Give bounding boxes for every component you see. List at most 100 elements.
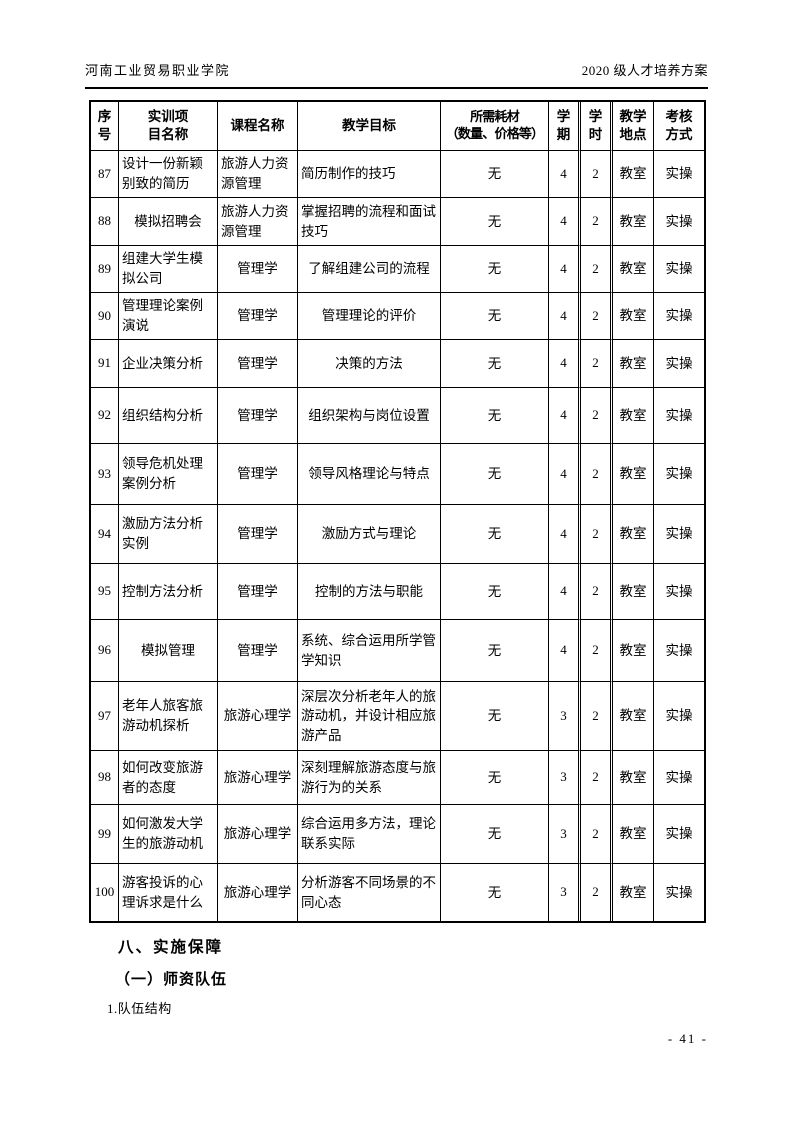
table-row: 87 设计一份新颖别致的简历 旅游人力资源管理 简历制作的技巧 无 4 2 教室… <box>91 151 704 198</box>
header-divider <box>85 87 708 89</box>
cell-assessment: 实操 <box>654 388 704 444</box>
cell-no: 92 <box>91 388 119 444</box>
cell-goal: 了解组建公司的流程 <box>298 246 441 293</box>
page-number: - 41 - <box>667 1031 708 1046</box>
cell-semester: 4 <box>549 293 581 340</box>
table-row: 94 激励方法分析实例 管理学 激励方式与理论 无 4 2 教室 实操 <box>91 505 704 564</box>
table-row: 93 领导危机处理案例分析 管理学 领导风格理论与特点 无 4 2 教室 实操 <box>91 444 704 505</box>
cell-project: 设计一份新颖别致的简历 <box>119 151 218 198</box>
cell-assessment: 实操 <box>654 751 704 805</box>
cell-semester: 4 <box>549 388 581 444</box>
header-school-name: 河南工业贸易职业学院 <box>85 63 231 78</box>
cell-assessment: 实操 <box>654 505 704 564</box>
cell-location: 教室 <box>613 293 654 340</box>
cell-no: 87 <box>91 151 119 198</box>
cell-project: 老年人旅客旅游动机探析 <box>119 682 218 751</box>
cell-project: 管理理论案例演说 <box>119 293 218 340</box>
table-row: 90 管理理论案例演说 管理学 管理理论的评价 无 4 2 教室 实操 <box>91 293 704 340</box>
cell-course: 旅游人力资源管理 <box>218 151 298 198</box>
cell-assessment: 实操 <box>654 198 704 246</box>
cell-hours: 2 <box>581 505 613 564</box>
cell-no: 95 <box>91 564 119 620</box>
cell-consumables: 无 <box>441 340 549 388</box>
cell-location: 教室 <box>613 198 654 246</box>
cell-no: 88 <box>91 198 119 246</box>
cell-goal: 深层次分析老年人的旅游动机，并设计相应旅游产品 <box>298 682 441 751</box>
cell-assessment: 实操 <box>654 151 704 198</box>
cell-no: 94 <box>91 505 119 564</box>
cell-assessment: 实操 <box>654 682 704 751</box>
table-row: 92 组织结构分析 管理学 组织架构与岗位设置 无 4 2 教室 实操 <box>91 388 704 444</box>
cell-goal: 系统、综合运用所学管学知识 <box>298 620 441 682</box>
col-header-project: 实训项 目名称 <box>119 102 218 151</box>
col-header-goal: 教学目标 <box>298 102 441 151</box>
cell-semester: 4 <box>549 198 581 246</box>
table-header-row: 序 号 实训项 目名称 课程名称 教学目标 所需耗材 （数量、价格等） 学 期 … <box>91 102 704 151</box>
table-row: 96 模拟管理 管理学 系统、综合运用所学管学知识 无 4 2 教室 实操 <box>91 620 704 682</box>
table-header: 序 号 实训项 目名称 课程名称 教学目标 所需耗材 （数量、价格等） 学 期 … <box>91 102 704 151</box>
table-row: 88 模拟招聘会 旅游人力资源管理 掌握招聘的流程和面试技巧 无 4 2 教室 … <box>91 198 704 246</box>
cell-semester: 3 <box>549 751 581 805</box>
cell-hours: 2 <box>581 388 613 444</box>
cell-project: 组建大学生模拟公司 <box>119 246 218 293</box>
cell-location: 教室 <box>613 564 654 620</box>
cell-no: 91 <box>91 340 119 388</box>
cell-semester: 4 <box>549 340 581 388</box>
cell-consumables: 无 <box>441 751 549 805</box>
cell-course: 管理学 <box>218 505 298 564</box>
cell-course: 旅游人力资源管理 <box>218 198 298 246</box>
table-row: 99 如何激发大学生的旅游动机 旅游心理学 综合运用多方法，理论联系实际 无 3… <box>91 805 704 864</box>
cell-location: 教室 <box>613 444 654 505</box>
cell-no: 89 <box>91 246 119 293</box>
cell-consumables: 无 <box>441 444 549 505</box>
cell-hours: 2 <box>581 293 613 340</box>
cell-project: 模拟招聘会 <box>119 198 218 246</box>
cell-goal: 简历制作的技巧 <box>298 151 441 198</box>
cell-semester: 3 <box>549 864 581 921</box>
list-item-team-structure: 1.队伍结构 <box>107 1001 172 1016</box>
cell-project: 组织结构分析 <box>119 388 218 444</box>
cell-semester: 4 <box>549 444 581 505</box>
cell-no: 100 <box>91 864 119 921</box>
cell-assessment: 实操 <box>654 293 704 340</box>
cell-semester: 4 <box>549 505 581 564</box>
col-header-location: 教学 地点 <box>613 102 654 151</box>
cell-assessment: 实操 <box>654 805 704 864</box>
col-header-no: 序 号 <box>91 102 119 151</box>
cell-assessment: 实操 <box>654 246 704 293</box>
cell-hours: 2 <box>581 805 613 864</box>
cell-course: 管理学 <box>218 444 298 505</box>
page-header: 河南工业贸易职业学院 2020 级人才培养方案 <box>85 63 708 79</box>
cell-location: 教室 <box>613 864 654 921</box>
cell-hours: 2 <box>581 198 613 246</box>
cell-location: 教室 <box>613 246 654 293</box>
cell-consumables: 无 <box>441 505 549 564</box>
cell-course: 管理学 <box>218 340 298 388</box>
cell-course: 管理学 <box>218 388 298 444</box>
cell-semester: 4 <box>549 620 581 682</box>
cell-location: 教室 <box>613 388 654 444</box>
cell-location: 教室 <box>613 340 654 388</box>
table-body: 87 设计一份新颖别致的简历 旅游人力资源管理 简历制作的技巧 无 4 2 教室… <box>91 151 704 921</box>
cell-no: 90 <box>91 293 119 340</box>
cell-no: 99 <box>91 805 119 864</box>
cell-semester: 3 <box>549 805 581 864</box>
cell-goal: 分析游客不同场景的不同心态 <box>298 864 441 921</box>
col-header-consumables: 所需耗材 （数量、价格等） <box>441 102 549 151</box>
cell-hours: 2 <box>581 751 613 805</box>
cell-consumables: 无 <box>441 388 549 444</box>
cell-hours: 2 <box>581 246 613 293</box>
cell-assessment: 实操 <box>654 340 704 388</box>
section-heading-faculty: （一）师资队伍 <box>115 971 228 988</box>
cell-project: 如何改变旅游者的态度 <box>119 751 218 805</box>
cell-location: 教室 <box>613 620 654 682</box>
cell-hours: 2 <box>581 444 613 505</box>
cell-course: 管理学 <box>218 620 298 682</box>
cell-goal: 决策的方法 <box>298 340 441 388</box>
cell-course: 管理学 <box>218 564 298 620</box>
cell-location: 教室 <box>613 751 654 805</box>
cell-consumables: 无 <box>441 620 549 682</box>
cell-consumables: 无 <box>441 198 549 246</box>
cell-course: 旅游心理学 <box>218 864 298 921</box>
section-heading-implementation: 八、实施保障 <box>118 939 224 956</box>
